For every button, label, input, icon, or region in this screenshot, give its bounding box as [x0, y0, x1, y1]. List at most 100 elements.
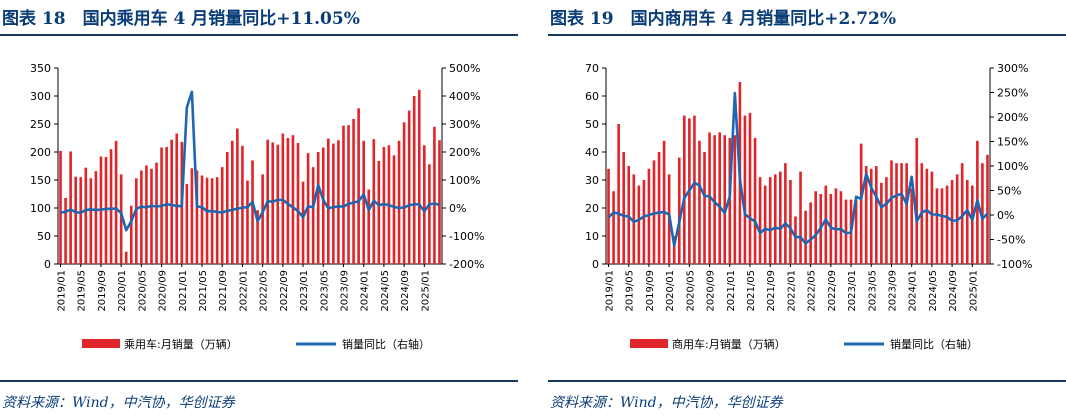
sales-bar: [622, 152, 625, 264]
sales-bar: [910, 188, 913, 264]
y2-tick-label: 200%: [997, 111, 1028, 124]
y2-tick-label: 400%: [449, 90, 480, 103]
sales-bar: [693, 115, 696, 264]
figure-title: 图表 18 国内乘用车 4 月销量同比+11.05%: [2, 9, 360, 29]
x-tick-label: 2022/09: [279, 270, 290, 312]
y2-tick-label: 250%: [997, 87, 1028, 100]
sales-bar: [412, 96, 416, 264]
title-rule: [0, 34, 518, 36]
y2-tick-label: 0%: [997, 209, 1014, 222]
sales-bar: [728, 138, 732, 264]
sales-bar: [286, 138, 290, 264]
sales-bar: [251, 160, 254, 264]
sales-bar: [885, 177, 888, 264]
sales-bar: [246, 180, 249, 264]
sales-bar: [895, 163, 898, 264]
sales-bar: [945, 185, 949, 264]
x-tick-label: 2019/09: [97, 270, 108, 312]
sales-bar: [612, 191, 615, 264]
sales-bar: [347, 125, 350, 265]
sales-bar: [79, 177, 83, 264]
y-tick-label: 150: [30, 174, 51, 187]
y2-tick-label: 500%: [449, 62, 480, 75]
sales-bar: [225, 152, 229, 264]
legend-bar-swatch: [630, 339, 668, 348]
y2-tick-label: 150%: [997, 136, 1028, 149]
x-tick-label: 2023/05: [319, 270, 330, 312]
sales-bar: [155, 162, 158, 264]
x-tick-label: 2020/09: [158, 270, 169, 312]
sales-bar: [925, 168, 929, 264]
sales-bar: [200, 175, 204, 264]
source-note: 资料来源：Wind，中汽协，华创证券: [2, 395, 235, 411]
y-tick-label: 300: [30, 90, 51, 103]
sales-bar: [89, 178, 93, 264]
sales-bar: [869, 168, 873, 264]
sales-bar: [965, 180, 969, 264]
sales-bar: [428, 164, 431, 264]
sales-bar: [59, 150, 62, 264]
sales-bar: [362, 140, 365, 264]
sales-bar: [433, 126, 436, 264]
sales-bar: [768, 177, 772, 264]
y-tick-label: 20: [585, 202, 599, 215]
source-note: 资料来源：Wind，中汽协，华创证券: [550, 395, 783, 411]
y2-tick-label: 200%: [449, 146, 480, 159]
figure-title: 图表 19 国内商用车 4 月销量同比+2.72%: [550, 9, 897, 29]
sales-bar: [880, 182, 883, 264]
yoy-growth-line: [607, 91, 989, 247]
sales-bar: [220, 167, 224, 264]
x-tick-label: 2020/01: [117, 270, 128, 312]
sales-bar: [834, 188, 838, 264]
y2-tick-label: -200%: [449, 258, 484, 271]
sales-bar: [652, 160, 656, 264]
x-tick-label: 2020/09: [706, 270, 717, 312]
sales-bar: [236, 128, 239, 264]
y2-tick-label: 100%: [449, 174, 480, 187]
title-rule: [548, 34, 1066, 36]
y-tick-label: 60: [585, 90, 599, 103]
x-tick-label: 2021/01: [178, 270, 189, 312]
legend-bar-label: 商用车:月销量（万辆）: [672, 337, 786, 351]
x-tick-label: 2019/01: [57, 270, 68, 312]
y2-tick-label: 300%: [449, 118, 480, 131]
y2-tick-label: 300%: [997, 62, 1028, 75]
sales-bar: [135, 178, 138, 264]
sales-bar: [915, 138, 919, 264]
sales-bar: [794, 216, 797, 264]
sales-bar: [175, 133, 179, 264]
sales-bar: [423, 145, 426, 264]
x-tick-label: 2019/09: [645, 270, 656, 312]
sales-bar: [723, 135, 727, 264]
sales-bar: [170, 139, 173, 264]
sales-bar: [205, 177, 209, 264]
sales-bar: [74, 176, 77, 264]
sales-bar: [140, 170, 143, 264]
x-tick-label: 2021/05: [198, 270, 209, 312]
x-tick-label: 2021/05: [746, 270, 757, 312]
y2-tick-label: 0%: [449, 202, 466, 215]
sales-bar: [905, 163, 908, 264]
x-tick-label: 2024/09: [400, 270, 411, 312]
y-tick-label: 10: [585, 230, 599, 243]
y-tick-label: 50: [37, 230, 51, 243]
sales-bar: [935, 188, 939, 264]
sales-bar: [789, 180, 792, 264]
sales-bar: [84, 167, 88, 264]
sales-bar: [241, 145, 244, 264]
sales-bar: [94, 171, 98, 264]
sales-bar: [784, 163, 787, 264]
source-rule: [548, 380, 1066, 382]
sales-bar: [301, 181, 305, 264]
y-tick-label: 250: [30, 118, 51, 131]
sales-bar: [627, 166, 631, 264]
sales-bar: [316, 152, 320, 264]
sales-bar: [900, 163, 903, 264]
x-tick-label: 2021/09: [766, 270, 777, 312]
x-tick-label: 2023/01: [847, 270, 858, 312]
y-tick-label: 40: [585, 146, 599, 159]
sales-bar: [271, 142, 275, 264]
sales-bar: [753, 138, 757, 264]
sales-bar: [642, 180, 646, 264]
x-tick-label: 2024/01: [908, 270, 919, 312]
